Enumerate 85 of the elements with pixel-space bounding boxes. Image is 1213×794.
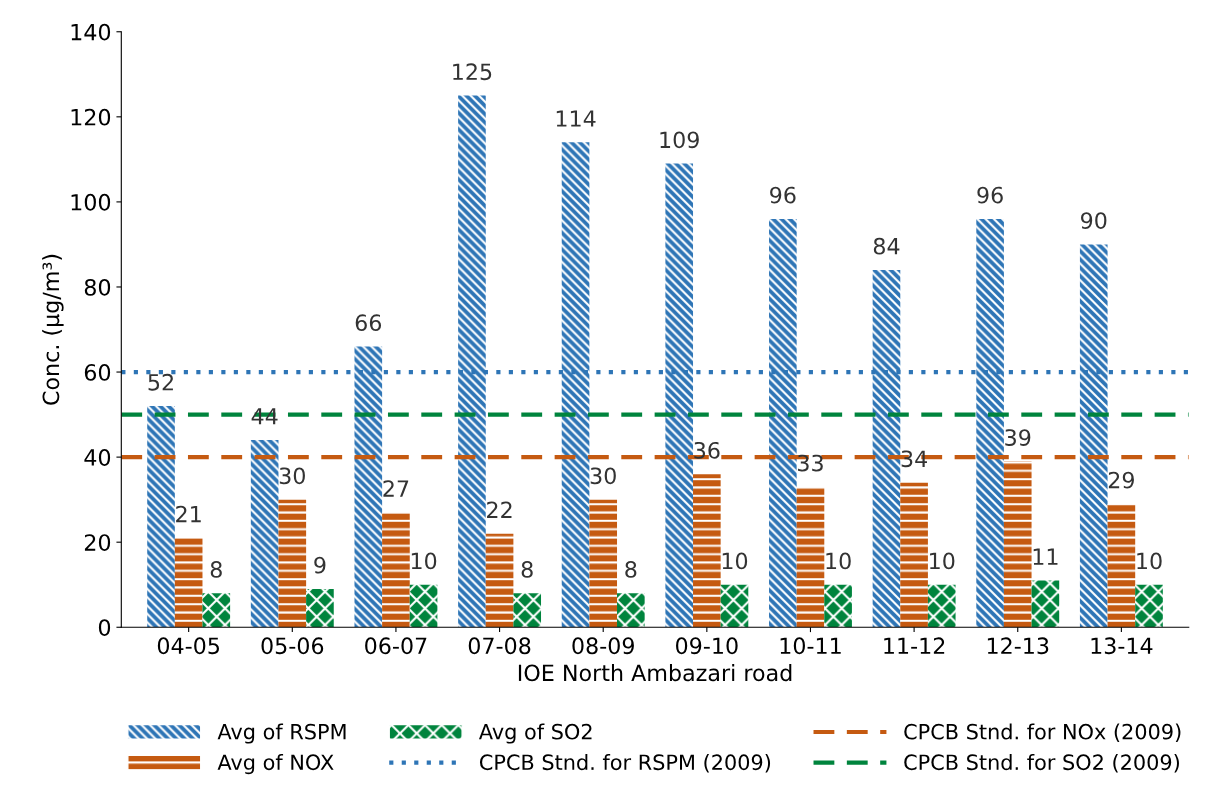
bar [1031,580,1060,628]
data-label: 30 [590,467,616,485]
bar [769,218,797,628]
x-tick-label: 10-11 [780,637,841,655]
data-label: 109 [660,131,699,149]
x-axis-title: IOE North Ambazari road [518,664,792,682]
y-tick-label: 120 [71,108,111,126]
x-tick-label: 06-07 [365,637,427,655]
data-label: 39 [1005,429,1031,446]
y-tick-label: 80 [84,278,111,296]
data-label: 8 [521,561,533,578]
bar [306,588,334,628]
bar [796,486,825,628]
bar [824,584,852,628]
data-label: 30 [279,467,305,485]
bar [589,499,618,628]
y-tick-label: 140 [71,23,111,41]
y-tick-label: 0 [98,619,111,637]
data-label: 33 [798,454,823,472]
data-label: 96 [977,186,1003,204]
y-axis-title: Conc. (µg/m³) [42,254,64,405]
bar [513,593,542,628]
data-label: 96 [770,186,796,204]
legend-label: Avg of NOX [217,754,334,775]
bar [872,269,901,628]
x-tick-label: 05-06 [261,637,324,655]
bar [900,482,928,628]
data-label: 29 [1108,471,1134,489]
bar [1003,461,1032,628]
bar [617,593,645,628]
data-label: 36 [694,441,720,459]
data-label: 66 [355,314,382,332]
data-label: 84 [873,237,900,255]
bar [927,584,956,628]
bar [693,474,721,628]
data-label: 10 [1137,552,1162,570]
x-tick-label: 12-13 [987,637,1049,655]
data-label: 125 [453,63,492,81]
bar [976,218,1004,628]
data-label: 52 [148,373,173,391]
data-label: 10 [722,552,748,570]
data-label: 10 [411,552,437,570]
bar [665,163,694,628]
data-label: 27 [383,480,409,497]
data-label: 9 [314,556,326,574]
bar [147,406,175,628]
x-tick-label: 08-09 [572,637,634,655]
x-tick-label: 04-05 [157,637,220,655]
data-label: 11 [1033,548,1058,565]
bar [458,95,486,628]
y-tick-label: 40 [84,449,111,466]
bar [202,593,231,628]
legend-label: CPCB Stnd. for SO2 (2009) [904,754,1179,773]
bar [409,584,438,628]
bar [720,584,749,628]
bar [1107,503,1136,628]
bar [561,142,590,628]
legend-label: CPCB Stnd. for RSPM (2009) [479,754,771,773]
legend-label: CPCB Stnd. for NOx (2009) [904,723,1181,742]
legend-label: Avg of SO2 [478,723,592,744]
bar [250,440,279,628]
x-tick-label: 13-14 [1091,637,1153,655]
x-tick-label: 11-12 [884,637,945,654]
data-label: 8 [625,561,637,578]
x-tick-label: 07-08 [468,637,531,655]
bar [382,512,410,628]
data-label: 8 [210,561,222,578]
legend-label: Avg of RSPM [217,723,346,744]
y-tick-label: 20 [84,534,111,551]
bar [485,533,514,628]
data-label: 10 [930,552,955,570]
bar [1079,244,1108,628]
bar [354,346,383,628]
data-label: 10 [826,552,851,570]
bar [278,499,307,628]
data-label: 90 [1081,212,1107,230]
data-label: 114 [556,110,596,127]
bar [1135,584,1163,628]
x-tick-label: 09-10 [676,637,738,655]
data-label: 34 [901,450,927,468]
data-label: 22 [487,501,512,518]
data-label: 21 [176,505,201,523]
y-tick-label: 60 [84,364,111,381]
bar [174,537,203,628]
y-tick-label: 100 [71,193,111,211]
